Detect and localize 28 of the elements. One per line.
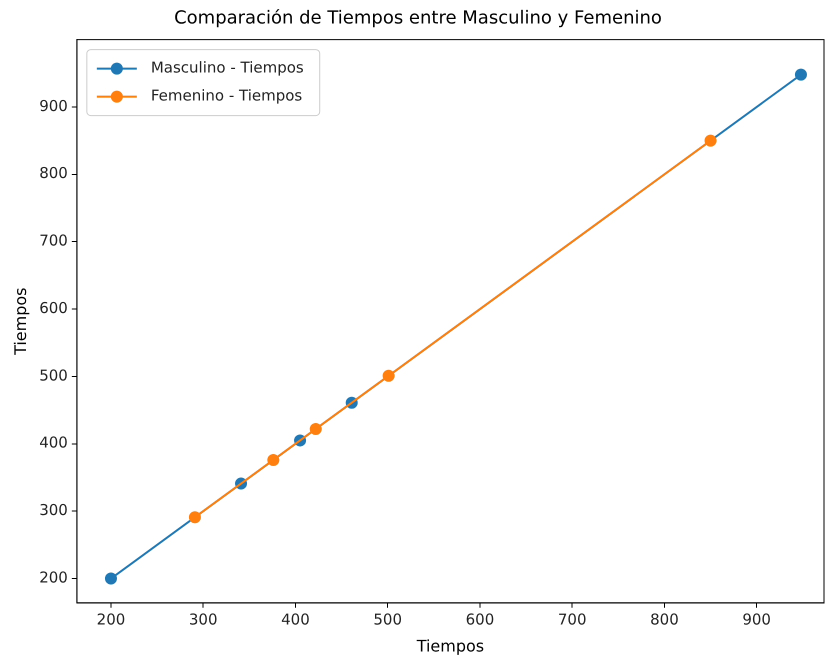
y-tick-label: 300 <box>39 501 68 520</box>
x-tick-label: 500 <box>373 610 402 629</box>
x-tick-label: 700 <box>558 610 586 629</box>
point <box>310 422 322 435</box>
y-tick-label: 800 <box>39 164 68 182</box>
x-tick-label: 300 <box>188 610 218 629</box>
x-tick-label: 400 <box>281 610 310 629</box>
y-tick-label: 200 <box>39 568 68 586</box>
y-tick-label: 400 <box>39 434 68 452</box>
y-tick-label: 900 <box>39 96 68 115</box>
legend-label: Femenino - Tiempos <box>150 86 302 104</box>
y-axis-title: Tiempos <box>10 287 30 356</box>
point <box>794 68 807 81</box>
x-axis-title: Tiempos <box>416 636 484 656</box>
chart-title: Comparación de Tiempos entre Masculino y Femenino <box>174 7 662 28</box>
x-tick-label: 800 <box>650 610 679 629</box>
x-tick-label: 200 <box>96 610 126 629</box>
y-tick-label: 700 <box>39 232 68 250</box>
point <box>104 572 117 585</box>
y-tick-label: 500 <box>39 366 68 384</box>
x-tick-label: 600 <box>466 610 494 629</box>
legend-label: Masculino - Tiempos <box>150 58 304 76</box>
point <box>382 370 395 382</box>
x-tick-label: 900 <box>742 610 771 629</box>
point <box>267 454 280 466</box>
y-tick-label: 600 <box>39 298 68 317</box>
point <box>188 511 201 524</box>
point <box>704 134 717 147</box>
